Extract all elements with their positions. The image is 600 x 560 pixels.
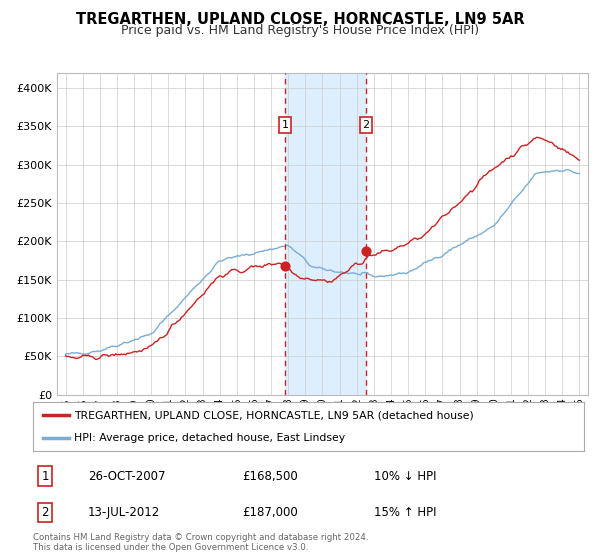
Text: TREGARTHEN, UPLAND CLOSE, HORNCASTLE, LN9 5AR: TREGARTHEN, UPLAND CLOSE, HORNCASTLE, LN…: [76, 12, 524, 27]
Text: 15% ↑ HPI: 15% ↑ HPI: [374, 506, 437, 519]
Text: 2: 2: [362, 120, 370, 130]
Text: £168,500: £168,500: [242, 469, 298, 483]
Point: [361, 247, 371, 256]
Point: [280, 261, 290, 270]
Text: 1: 1: [281, 120, 289, 130]
Text: HPI: Average price, detached house, East Lindsey: HPI: Average price, detached house, East…: [74, 433, 346, 444]
Text: This data is licensed under the Open Government Licence v3.0.: This data is licensed under the Open Gov…: [33, 543, 308, 552]
Text: TREGARTHEN, UPLAND CLOSE, HORNCASTLE, LN9 5AR (detached house): TREGARTHEN, UPLAND CLOSE, HORNCASTLE, LN…: [74, 410, 474, 421]
Text: 26-OCT-2007: 26-OCT-2007: [88, 469, 166, 483]
Text: 2: 2: [41, 506, 49, 519]
Text: 10% ↓ HPI: 10% ↓ HPI: [374, 469, 437, 483]
Text: 1: 1: [41, 469, 49, 483]
Text: Price paid vs. HM Land Registry's House Price Index (HPI): Price paid vs. HM Land Registry's House …: [121, 24, 479, 36]
Bar: [285, 73, 366, 395]
Text: £187,000: £187,000: [242, 506, 298, 519]
Text: 13-JUL-2012: 13-JUL-2012: [88, 506, 160, 519]
Text: Contains HM Land Registry data © Crown copyright and database right 2024.: Contains HM Land Registry data © Crown c…: [33, 533, 368, 542]
